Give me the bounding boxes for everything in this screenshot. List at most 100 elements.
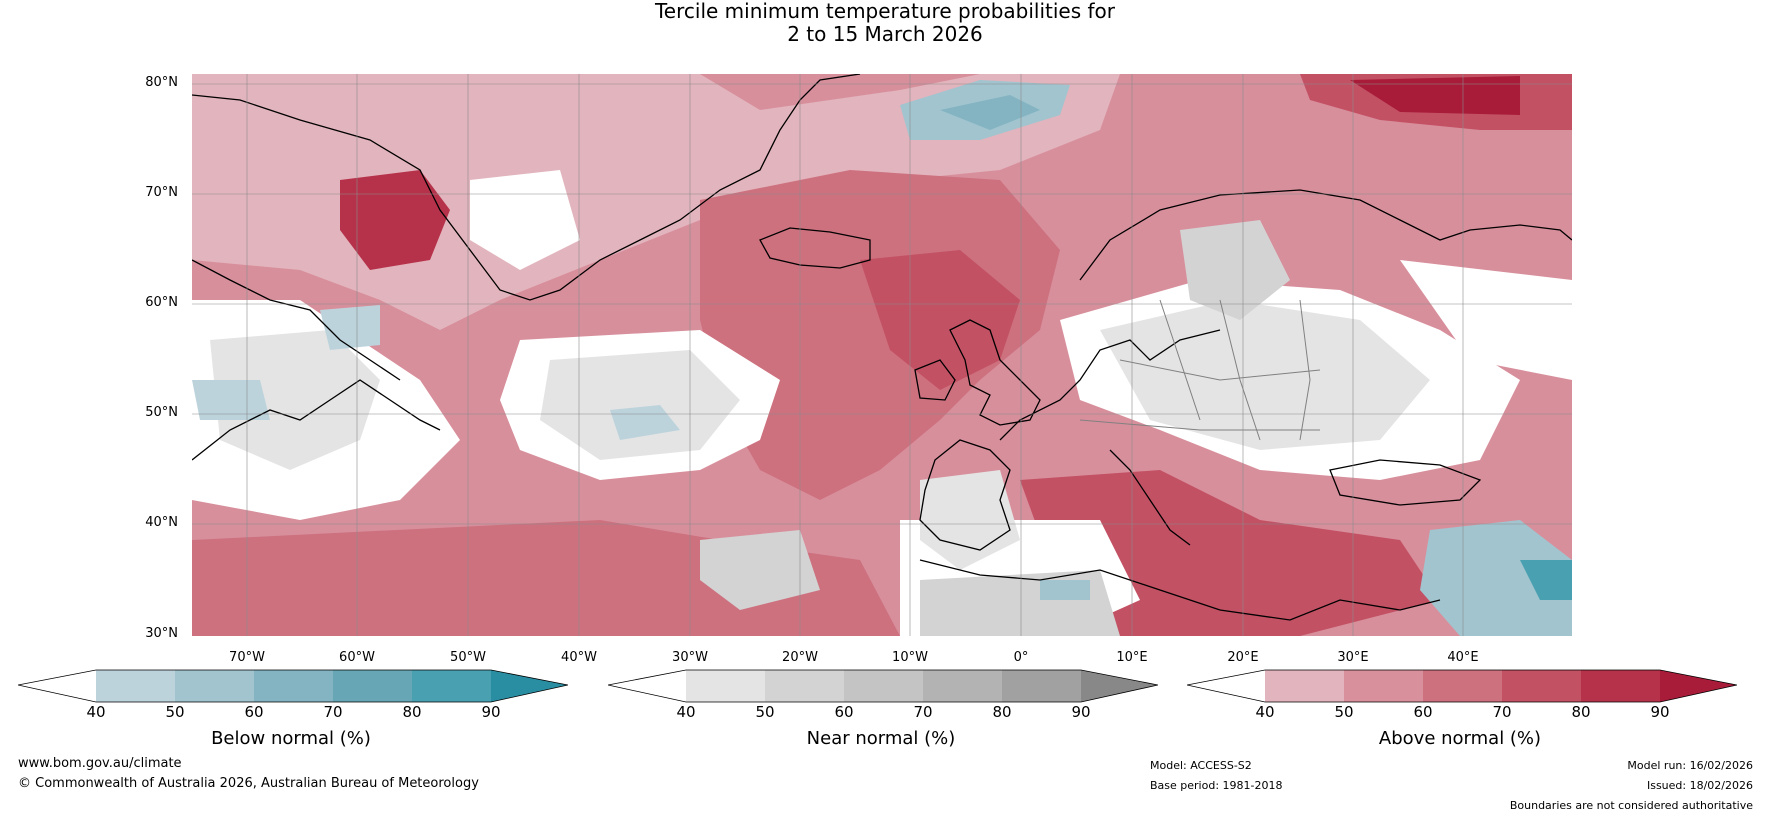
colorbar-near-extend-left [608,670,686,702]
region-near-labrador [210,330,380,470]
colorbar-near-tick: 40 [676,703,696,721]
region-below-nafrica [1040,580,1090,600]
colorbar-below-tick: 70 [323,703,343,721]
colorbar-near-seg-5 [1002,670,1081,702]
lat-label-30n: 30°N [145,626,178,641]
region-below-labrador [320,305,380,350]
colorbar-below-extend-right [491,670,568,702]
colorbar-above-seg-5 [1581,670,1660,702]
colorbar-below [18,669,568,703]
coastline-labrador [192,259,401,381]
coastline-newfoundland [192,379,441,461]
coastline-greenland [192,74,861,301]
map-area [192,74,1572,636]
colorbar-below-extend-left [18,670,96,702]
region-above-dark-atlantic [700,170,1060,500]
colorbar-below-seg-5 [412,670,491,702]
region-below-levant-dark [1520,560,1572,600]
colorbar-above-seg-1 [1265,670,1344,702]
title-line-1: Tercile minimum temperature probabilitie… [654,0,1116,23]
lon-label-10e: 10°E [1116,650,1148,665]
lat-label-60n: 60°N [145,295,178,310]
footer-base-period: Base period: 1981-2018 [1150,779,1283,792]
colorbar-near-tick: 90 [1071,703,1091,721]
colorbar-near-tick: 60 [834,703,854,721]
colorbar-below-label: Below normal (%) [211,728,371,749]
lon-label-20e: 20°E [1227,650,1259,665]
footer-website: www.bom.gov.au/climate [18,756,182,771]
region-neutral-westrussia [1400,260,1572,380]
colorbar-below-tick: 60 [244,703,264,721]
lat-label-80n: 80°N [145,75,178,90]
colorbar-below-seg-2 [175,670,254,702]
colorbar-above-tick: 40 [1255,703,1275,721]
colorbar-above [1187,669,1737,703]
coastline-north-africa [919,559,1441,621]
lat-label-40n: 40°N [145,515,178,530]
colorbar-above-tick: 50 [1334,703,1354,721]
region-above-greenland-hot [340,170,450,270]
colorbar-near-seg-2 [765,670,844,702]
colorbar-near-tick: 50 [755,703,775,721]
colorbar-above-tick: 70 [1492,703,1512,721]
colorbar-below-tick: 50 [165,703,185,721]
colorbar-near-label: Near normal (%) [806,728,956,749]
colorbar-below-tick: 90 [481,703,501,721]
colorbar-above-extend-right [1660,670,1737,702]
colorbar-near-tick: 80 [992,703,1012,721]
colorbar-above-seg-3 [1423,670,1502,702]
colorbar-above-label: Above normal (%) [1378,728,1542,749]
region-near-northafrica [920,570,1120,636]
coastline-italy [1109,449,1191,546]
coastline-ireland [914,359,956,401]
region-below-iceland-north-dark [940,95,1040,130]
region-near-iberia [920,470,1020,570]
colorbar-near-extend-right [1081,670,1158,702]
colorbar-above-tick: 90 [1650,703,1670,721]
footer-copyright: © Commonwealth of Australia 2026, Austra… [18,776,479,791]
footer-model-run: Model run: 16/02/2026 [1627,759,1753,772]
colorbar-above-seg-4 [1502,670,1581,702]
lat-label-70n: 70°N [145,185,178,200]
colorbar-below-seg-3 [254,670,333,702]
lon-label-40e: 40°E [1447,650,1479,665]
colorbar-near [608,669,1158,703]
colorbar-above-seg-2 [1344,670,1423,702]
colorbar-near-tick: 70 [913,703,933,721]
region-near-scandinavia [1180,220,1290,320]
gridlines [192,74,1572,636]
region-above-top-right-dark [1350,76,1520,115]
region-below-levant [1420,520,1572,636]
colorbar-below-tick: 80 [402,703,422,721]
map-title: Tercile minimum temperature probabilitie… [0,0,1770,46]
colorbar-near-seg-3 [844,670,923,702]
region-above-pale-north [192,74,1120,330]
colorbar-near-seg-4 [923,670,1002,702]
region-near-canary [700,530,820,610]
colorbar-below-seg-4 [333,670,412,702]
lon-label-20w: 20°W [782,650,818,665]
footer-issued: Issued: 18/02/2026 [1646,779,1753,792]
colorbar-above-tick: 80 [1571,703,1591,721]
title-line-2: 2 to 15 March 2026 [787,22,983,46]
coastline-blacksea [1329,459,1482,506]
region-near-greenland [470,170,580,270]
region-above-darker-uk [860,250,1020,390]
coastline-scandinavia [1079,189,1572,281]
region-below-newfoundland [192,380,270,420]
colorbar-below-tick: 40 [86,703,106,721]
lon-label-40w: 40°W [561,650,597,665]
colorbar-below-seg-1 [96,670,175,702]
lon-label-70w: 70°W [229,650,265,665]
borders-europe [1079,299,1321,441]
colorbar-above-extend-left [1187,670,1265,702]
footer-disclaimer: Boundaries are not considered authoritat… [1509,799,1753,812]
lat-label-50n: 50°N [145,405,178,420]
coastline-uk [949,319,1041,426]
lon-label-60w: 60°W [339,650,375,665]
colorbar-above-tick: 60 [1413,703,1433,721]
coastline-europe-west [999,329,1221,441]
coastline-iberia [919,439,1011,551]
colorbar-near-seg-1 [686,670,765,702]
footer-model: Model: ACCESS-S2 [1150,759,1252,772]
